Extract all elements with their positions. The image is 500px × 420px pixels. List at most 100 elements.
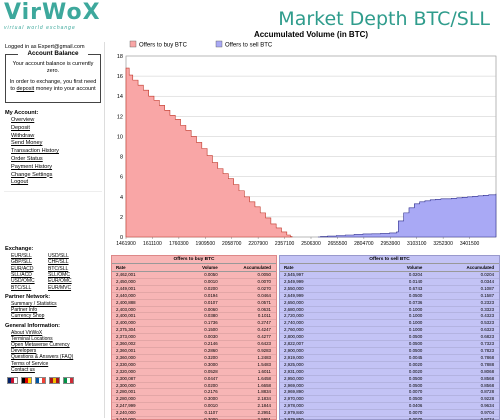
- buy-order-row: 2,450,000 0.0010 0.0070: [112, 279, 276, 286]
- sell-cell-accumulated: 0.9228: [480, 396, 495, 402]
- chart-title: Accumulated Volume (in BTC): [254, 30, 368, 39]
- de-flag[interactable]: [21, 376, 32, 384]
- exchange-pair-btc-sll[interactable]: BTC/SLL: [48, 265, 69, 272]
- exchange-pair-usd-sll[interactable]: USD/SLL: [48, 253, 69, 260]
- partner-link-summary-statistics[interactable]: Summary / Statistics: [11, 300, 57, 307]
- info-link-questions-answers-faq[interactable]: Questions & Answers (FAQ): [11, 354, 74, 361]
- buy-cell-volume: 0.1107: [204, 410, 218, 416]
- sell-cell-accumulated: 0.9704: [480, 410, 495, 416]
- sell-cell-volume: 0.0500: [408, 341, 423, 347]
- partner-link-currency-shop[interactable]: Currency Shop: [11, 313, 45, 320]
- exchange-pair-eur-mvc[interactable]: EUR/MVC: [48, 284, 72, 291]
- deposit-link[interactable]: deposit: [16, 86, 35, 93]
- sell-cell-volume: 0.0070: [408, 389, 423, 395]
- account-link-order-status[interactable]: Order Status: [11, 155, 43, 162]
- account-link-change-settings[interactable]: Change Settings: [11, 171, 53, 178]
- sell-cell-accumulated: 0.8568: [480, 382, 495, 388]
- sell-cell-accumulated: 0.7888: [480, 361, 495, 367]
- buy-cell-accumulated: 1.6458: [257, 375, 271, 381]
- account-link-payment-history[interactable]: Payment History: [11, 163, 53, 170]
- sell-cell-rate: 2,545,997: [284, 272, 304, 277]
- fr-flag[interactable]: [35, 376, 46, 384]
- exchange-pair-gbp-sll[interactable]: GBP/SLL: [11, 259, 32, 266]
- sell-cell-rate: 2,800,000: [284, 334, 304, 340]
- buy-cell-accumulated: 0.1011: [257, 313, 271, 319]
- sell-cell-accumulated: 0.8728: [480, 389, 495, 395]
- buy-cell-accumulated: 0.0270: [257, 285, 271, 291]
- buy-cell-volume: 0.0050: [204, 272, 218, 277]
- info-link-terminal-locations[interactable]: Terminal Locations: [11, 335, 53, 342]
- exchange-pair-chf-sll[interactable]: CHF/SLL: [48, 259, 69, 266]
- sell-cell-volume: 0.0070: [408, 417, 423, 420]
- info-link-about-virwox[interactable]: About VirWoX: [11, 329, 43, 336]
- y-tick-label: 16: [117, 74, 123, 80]
- exchange-pair-eur-sll[interactable]: EUR/SLL: [11, 253, 32, 260]
- sell-order-row: 2,925,000 0.0020 0.7888: [280, 362, 499, 369]
- buy-col-volume: Volume: [202, 265, 218, 270]
- buy-cell-accumulated: 2.2951: [257, 410, 271, 416]
- buy-cell-rate: 2,450,000: [116, 278, 136, 284]
- account-link-withdraw[interactable]: Withdraw: [11, 132, 35, 139]
- sell-order-row: 2,760,000 0.1000 0.6323: [280, 327, 499, 335]
- exchange-pair-eur-acd[interactable]: EUR/ACD: [11, 265, 34, 272]
- it-flag[interactable]: [63, 376, 74, 384]
- buy-cell-rate: 2,373,000: [116, 334, 136, 340]
- sell-cell-rate: 2,650,000: [284, 299, 304, 305]
- x-tick-label: 1611100: [143, 241, 162, 247]
- buy-cell-rate: 2,320,000: [116, 368, 136, 374]
- account-link-overview[interactable]: Overview: [11, 116, 35, 123]
- buy-col-accumulated: Accumulated: [243, 265, 271, 270]
- buy-order-row: 2,280,001 0.2176 1.8834: [112, 389, 276, 397]
- sell-cell-accumulated: 0.9634: [480, 403, 495, 409]
- x-tick-label: 2058700: [222, 241, 242, 247]
- buy-cell-accumulated: 0.0631: [257, 306, 271, 312]
- x-tick-label: 2506300: [301, 241, 321, 247]
- info-link-terms-of-service[interactable]: Terms of Service: [11, 360, 49, 367]
- x-tick-label: 2655500: [328, 241, 348, 247]
- exchange-pair-btc-sll[interactable]: BTC/SLL: [11, 284, 32, 291]
- y-tick-label: 8: [120, 155, 123, 161]
- sell-table-header: Rate Volume Accumulated: [280, 264, 499, 272]
- uk-flag[interactable]: [7, 376, 18, 384]
- buy-cell-accumulated: 0.4277: [257, 334, 271, 340]
- sell-order-row: 2,740,000 0.1000 0.5323: [280, 320, 499, 328]
- sell-col-rate: Rate: [284, 265, 294, 270]
- buy-cell-rate: 2,375,304: [116, 327, 136, 333]
- x-tick-label: 3252300: [433, 241, 453, 247]
- partner-link-partner-info[interactable]: Partner Info: [11, 307, 38, 314]
- buy-cell-volume: 0.0010: [204, 278, 218, 284]
- sell-cell-accumulated: 0.9774: [480, 417, 495, 420]
- es-flag[interactable]: [49, 376, 60, 384]
- sell-order-row: 2,549,999 0.0140 0.0344: [280, 279, 499, 286]
- buy-cell-volume: 0.0200: [204, 285, 218, 291]
- account-link-send-money[interactable]: Send Money: [11, 140, 43, 147]
- info-link-open-metaverse-currency[interactable]: Open Metaverse Currency: [11, 341, 70, 348]
- info-link-developers[interactable]: Developers: [11, 348, 37, 355]
- buy-table-header: Rate Volume Accumulated: [112, 264, 276, 272]
- buy-order-row: 2,373,000 0.0030 0.4277: [112, 334, 276, 342]
- general-links: About VirWoX Terminal Locations Open Metav…: [2, 330, 104, 373]
- virwox-logo[interactable]: VirWoX virtual world exchange: [4, 2, 104, 36]
- exchange-pair-usd-omc[interactable]: USD/OMC: [11, 278, 35, 285]
- buy-order-row: 2,360,000 0.3200 1.2483: [112, 355, 276, 362]
- my-account-title: My Account:: [5, 109, 39, 116]
- x-tick-label: 2953900: [381, 241, 401, 247]
- y-tick-label: 10: [117, 134, 123, 140]
- buy-cell-rate: 2,400,000: [116, 320, 136, 326]
- account-link-deposit[interactable]: Deposit: [11, 124, 30, 131]
- account-link-logout[interactable]: Logout: [11, 179, 29, 186]
- exchange-pair-sll-omc[interactable]: SLL/OMC: [48, 272, 70, 279]
- sell-order-row: 2,979,850 0.0070 0.9774: [280, 417, 499, 420]
- info-link-contact-us[interactable]: Contact us: [11, 366, 35, 373]
- sell-cell-accumulated: 0.0344: [480, 278, 495, 284]
- sell-order-row: 2,950,000 0.0500 0.8568: [280, 376, 499, 383]
- sell-cell-volume: 0.0406: [408, 403, 423, 409]
- buy-depth-area: [125, 67, 293, 238]
- buy-cell-accumulated: 2.5951: [257, 417, 271, 420]
- sell-order-row: 2,800,000 0.0500 0.6823: [280, 334, 499, 342]
- exchange-pair-sll-acd[interactable]: SLL/ACD: [11, 272, 32, 279]
- exchange-pair-eur-omc[interactable]: EUR/OMC: [48, 278, 72, 285]
- buy-cell-volume: 0.1736: [204, 320, 218, 326]
- buy-cell-volume: 0.0380: [204, 313, 218, 319]
- account-link-transaction-history[interactable]: Transaction History: [11, 148, 59, 155]
